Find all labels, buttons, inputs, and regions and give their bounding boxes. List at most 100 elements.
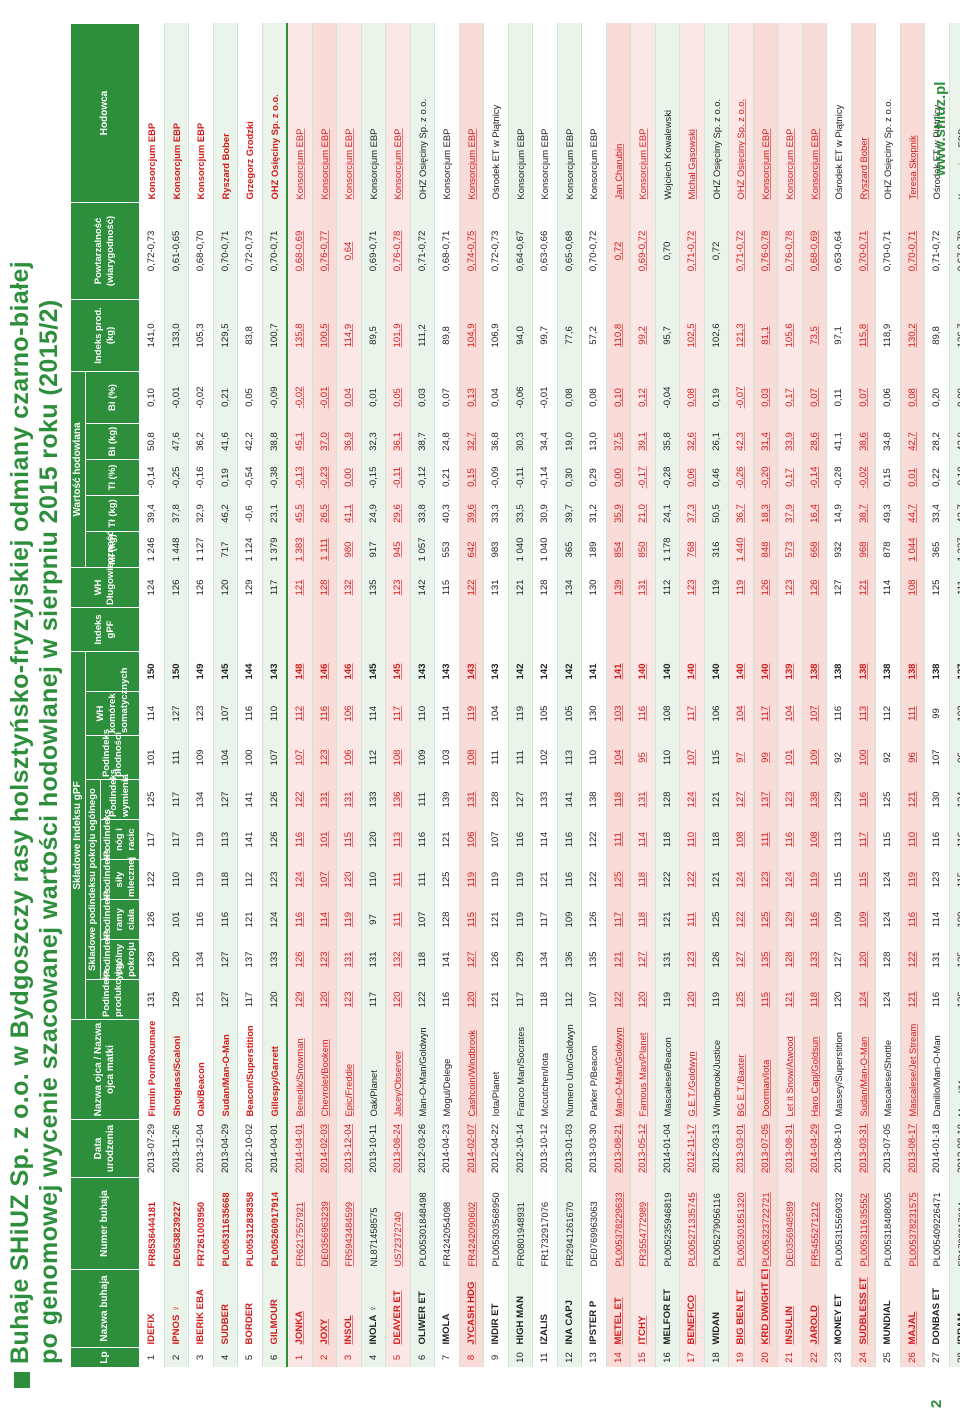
cell-gen-type: 137	[237, 939, 262, 980]
cell-tf: 46,2	[213, 495, 238, 532]
cell-name: IDEFIX	[139, 1269, 164, 1348]
cell-number: PL005323722721	[753, 1177, 778, 1270]
cell-birth: 2014-01-04	[655, 1119, 680, 1178]
cell-parents: Cashcoin/Windbrook	[459, 1019, 484, 1120]
cell-spacer	[262, 607, 287, 652]
cell-birth: 2013-10-12	[532, 1119, 557, 1178]
cell-parents: Mogul/Massey	[949, 1019, 960, 1120]
cell-mi: 189	[581, 531, 606, 568]
cell-breeder: OHZ Osięciny Sp. z o.o.	[875, 23, 900, 203]
cell-gen-type: 126	[287, 939, 312, 980]
table-row: 6 OLIWER ET PL005301848498 2012-03-26 Man-O-…	[410, 23, 435, 1368]
cell-breeder: Konsorcjum EBP	[188, 23, 213, 203]
cell-bip: 0,07	[802, 371, 827, 424]
cell-udder: 131	[312, 779, 337, 820]
cell-fert: 97	[728, 735, 753, 780]
cell-mi: 1 383	[287, 531, 312, 568]
cell-tf: 37,9	[777, 495, 802, 532]
cell-prod: 121	[188, 979, 213, 1020]
cell-longevity: 121	[851, 567, 876, 608]
table-row: 10 HIGH MAN FR0801948931 2012-10-14 Franco M…	[508, 23, 533, 1368]
cell-parents: G.E.T./Goldwyn	[679, 1019, 704, 1120]
cell-parents: Oak/Planet	[361, 1019, 386, 1120]
cell-bi: 42,2	[237, 423, 262, 460]
cell-gpf: 140	[728, 651, 753, 692]
cell-scc: 106	[336, 691, 361, 736]
cell-legs: 117	[851, 819, 876, 860]
cell-longevity: 142	[410, 567, 435, 608]
cell-fert: 100	[237, 735, 262, 780]
cell-parents: Haro Capj/Goldsun	[802, 1019, 827, 1120]
cell-fert: 110	[655, 735, 680, 780]
cell-parents: Gillespy/Garrett	[262, 1019, 287, 1120]
cell-scc: 104	[728, 691, 753, 736]
cell-mi: 983	[483, 531, 508, 568]
cell-scc: 110	[262, 691, 287, 736]
col-number: Numer buhaja	[70, 1177, 140, 1270]
table-row: 1 JONKA FR6217557921 2014-04-01 Benedik/Snow…	[287, 23, 312, 1368]
cell-breeder: OHZ Osięciny Sp. z o.o.	[410, 23, 435, 203]
cell-lp: 12	[557, 1347, 582, 1368]
cell-bip: -0,07	[728, 371, 753, 424]
cell-parents: Windbrook/Justice	[704, 1019, 729, 1120]
cell-ppr: 118,9	[875, 299, 900, 372]
cell-tfp: -0,15	[361, 459, 386, 496]
cell-breeder: Ryszard Bober	[851, 23, 876, 203]
cell-breeder: Jan Charubin	[606, 23, 631, 203]
cell-spacer	[188, 607, 213, 652]
cell-gpf: 145	[213, 651, 238, 692]
cell-gpf: 140	[753, 651, 778, 692]
cell-fert: 95	[630, 735, 655, 780]
site-link[interactable]: www.shiuz.pl	[932, 81, 949, 176]
cell-parents: Jacey/Observer	[385, 1019, 410, 1120]
cell-ppr: 81,1	[753, 299, 778, 372]
cell-rel: 0,68-0,71	[434, 202, 459, 300]
cell-bi: 36,1	[385, 423, 410, 460]
cell-birth: 2014-04-29	[802, 1119, 827, 1178]
cell-bi: 41,6	[213, 423, 238, 460]
cell-rel: 0,70-0,71	[900, 202, 925, 300]
cell-tf: 40,3	[434, 495, 459, 532]
cell-udder: 131	[459, 779, 484, 820]
cell-tf: 37,3	[679, 495, 704, 532]
cell-tfp: -0,14	[802, 459, 827, 496]
cell-mi: 1 448	[164, 531, 189, 568]
cell-legs: 101	[312, 819, 337, 860]
cell-spacer	[459, 607, 484, 652]
cell-tfp: 0,15	[875, 459, 900, 496]
cell-mi: 365	[924, 531, 949, 568]
cell-bi: 45,1	[287, 423, 312, 460]
cell-udder: 138	[802, 779, 827, 820]
cell-tfp: -0,09	[483, 459, 508, 496]
cell-breeder: Konsorcjum EBP	[508, 23, 533, 203]
cell-legs: 115	[336, 819, 361, 860]
cell-spacer	[753, 607, 778, 652]
cell-breeder: Teresa Skopnik	[900, 23, 925, 203]
cell-longevity: 127	[826, 567, 851, 608]
cell-dairy: 122	[655, 859, 680, 900]
cell-bip: 0,04	[336, 371, 361, 424]
cell-lp: 21	[777, 1347, 802, 1368]
cell-udder: 127	[508, 779, 533, 820]
cell-udder: 123	[777, 779, 802, 820]
cell-ppr: 100,5	[312, 299, 337, 372]
cell-rel: 0,63-0,64	[826, 202, 851, 300]
cell-prod: 120	[459, 979, 484, 1020]
cell-gen-type: 118	[410, 939, 435, 980]
cell-gpf: 138	[924, 651, 949, 692]
cell-fert: 112	[361, 735, 386, 780]
cell-birth: 2013-05-12	[630, 1119, 655, 1178]
table-row: 27 DONBAS ET PL005409226471 2014-01-18 Danil…	[924, 23, 949, 1368]
cell-gpf: 150	[139, 651, 164, 692]
cell-prod: 129	[287, 979, 312, 1020]
cell-udder: 111	[410, 779, 435, 820]
cell-breeder: Konsorcjum EBP	[164, 23, 189, 203]
cell-name: METEL ET	[606, 1269, 631, 1348]
cell-lp: 26	[900, 1347, 925, 1368]
cell-fert: 109	[802, 735, 827, 780]
cell-tf: 39,6	[459, 495, 484, 532]
cell-parents: Shotglass/Scaloni	[164, 1019, 189, 1120]
cell-legs: 111	[753, 819, 778, 860]
cell-bi: 28,2	[924, 423, 949, 460]
table-row: 25 MUNDIAL PL005318408005 2013-07-05 Mascale…	[875, 23, 900, 1368]
